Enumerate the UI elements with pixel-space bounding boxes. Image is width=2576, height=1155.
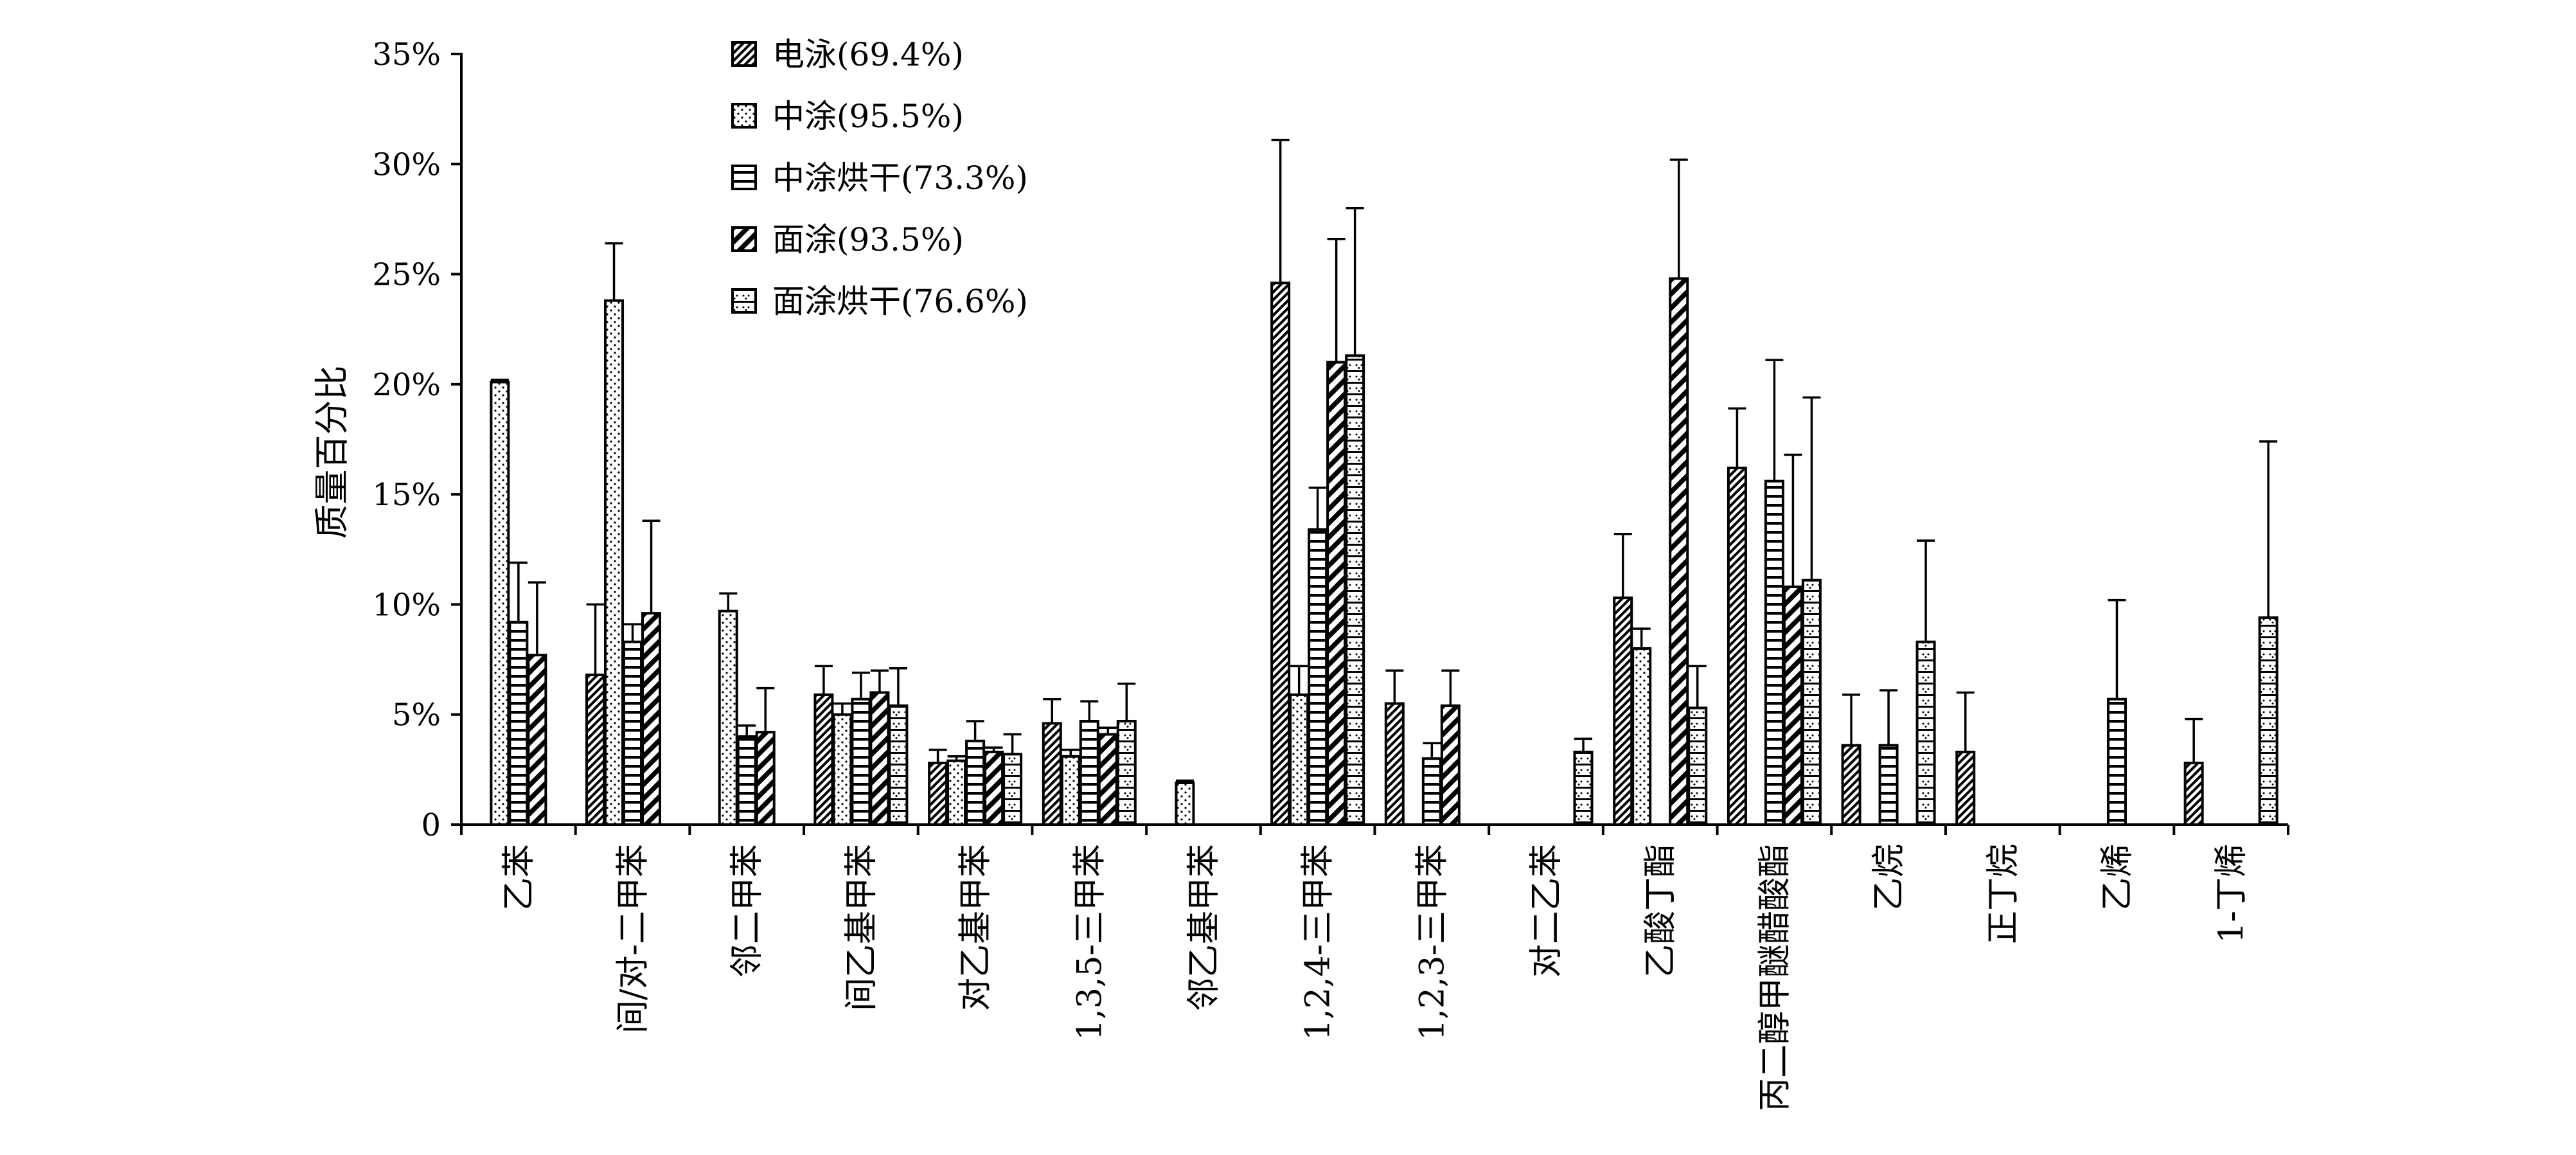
x-tick-label: 正丁烷 [1984, 844, 2023, 944]
legend-swatch [731, 165, 757, 190]
y-tick-label: 30% [372, 147, 441, 183]
bar [1175, 781, 1195, 826]
bar [1060, 755, 1081, 826]
bar [1687, 706, 1708, 826]
x-tick-label: 1-丁烯 [2212, 844, 2251, 944]
bar [1955, 750, 1976, 826]
bar [1669, 277, 1689, 826]
bar [813, 693, 834, 826]
bar [1289, 693, 1310, 826]
x-tick-label: 对二乙苯 [1527, 844, 1566, 978]
bar [1631, 647, 1652, 826]
y-tick-label: 5% [392, 697, 441, 733]
bar [718, 609, 738, 826]
bar [1384, 702, 1405, 826]
x-tick-label: 1,2,4-三甲苯 [1299, 844, 1338, 1041]
bar [508, 620, 529, 826]
bar [869, 691, 890, 827]
bar [1878, 744, 1899, 827]
x-tick-label: 乙苯 [500, 844, 538, 911]
error-bars [490, 138, 2278, 783]
bars [490, 277, 2278, 827]
bar [736, 735, 757, 826]
bar [1613, 596, 1633, 826]
bar [1764, 479, 1784, 826]
bar [832, 713, 853, 826]
bar [1002, 753, 1023, 827]
legend-swatch [731, 288, 757, 314]
x-tick-label: 乙烷 [1870, 844, 1908, 911]
y-tick-label: 0 [421, 807, 441, 843]
bar [1915, 640, 1936, 826]
legend-swatch [731, 226, 757, 252]
x-tick-label: 乙酸丁酯 [1642, 844, 1680, 978]
y-tick-label: 10% [372, 587, 441, 623]
x-tick-label: 丙二醇甲醚醋酸酯 [1755, 844, 1794, 1111]
y-tick-label: 35% [372, 37, 441, 73]
y-tick-label: 15% [372, 477, 441, 513]
bar [928, 762, 948, 826]
x-tick-label: 乙烯 [2098, 844, 2136, 911]
x-tick-label: 对乙基甲苯 [957, 844, 995, 1011]
bar [1440, 704, 1461, 827]
legend-label: 面涂(93.5%) [772, 221, 964, 258]
bar [2183, 762, 2204, 826]
bar [946, 759, 967, 827]
bar [1097, 733, 1118, 826]
bar [1345, 354, 1365, 826]
bar [604, 299, 625, 826]
legend: 电泳(69.4%) 中涂(95.5%) 中涂烘干(73.3%) 面涂(93.5%) 面涂… [731, 36, 1028, 320]
x-tick-label: 1,3,5-三甲苯 [1070, 844, 1109, 1041]
bar [1308, 528, 1328, 826]
y-tick-label: 25% [372, 257, 441, 293]
y-axis-title: 质量百分比 [312, 366, 352, 539]
bar [1042, 722, 1062, 826]
bar [1326, 361, 1347, 826]
bar [2258, 616, 2278, 826]
legend-label: 电泳(69.4%) [772, 36, 964, 73]
bar [965, 739, 986, 827]
bar [490, 381, 510, 826]
bar [1116, 719, 1137, 827]
bar [623, 640, 643, 826]
y-tick-label: 20% [372, 367, 441, 403]
bar [755, 731, 776, 826]
x-tick-label: 邻乙基甲苯 [1185, 844, 1223, 1011]
bar [851, 697, 871, 826]
bar [527, 654, 547, 826]
x-tick-label: 邻二甲苯 [728, 844, 767, 978]
legend-label: 中涂烘干(73.3%) [772, 159, 1028, 197]
bar [888, 704, 909, 827]
bar [1421, 757, 1442, 826]
legend-swatch [731, 41, 757, 67]
bar [1270, 282, 1291, 826]
x-tick-label: 1,2,3-三甲苯 [1413, 844, 1452, 1041]
x-tick-label: 间/对-二甲苯 [614, 844, 653, 1034]
bar [984, 750, 1004, 826]
bar [1801, 578, 1822, 826]
bar [1841, 744, 1861, 827]
x-tick-label: 间乙基甲苯 [842, 844, 881, 1011]
bar [2106, 697, 2127, 826]
bar [641, 612, 662, 826]
bar [1782, 586, 1803, 826]
bar [585, 674, 606, 826]
legend-label: 面涂烘干(76.6%) [772, 283, 1028, 320]
legend-label: 中涂(95.5%) [772, 98, 964, 135]
bar [1727, 467, 1747, 826]
legend-swatch [731, 103, 757, 129]
bar [1573, 750, 1594, 826]
bar [1079, 719, 1099, 827]
